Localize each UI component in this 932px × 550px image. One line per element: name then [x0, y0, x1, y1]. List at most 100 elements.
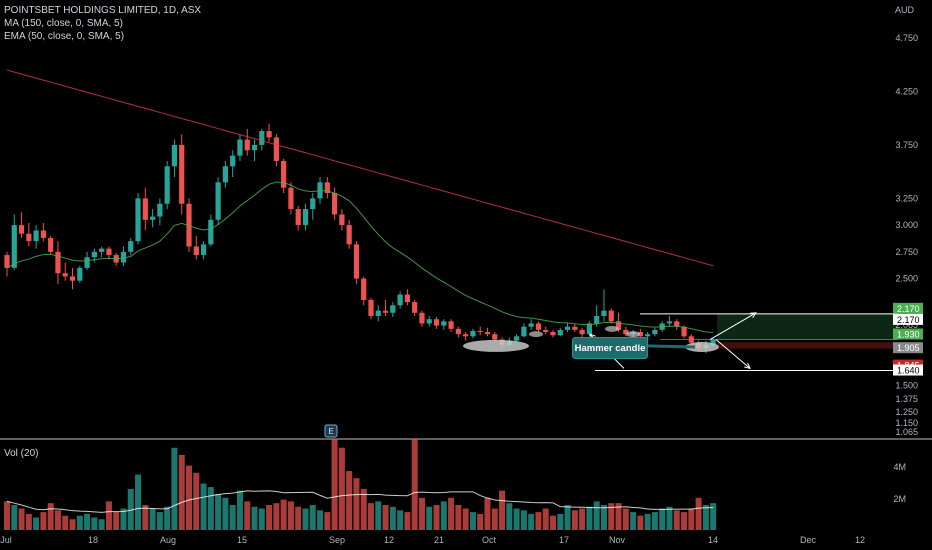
candle [543, 326, 549, 335]
arrow-down-head [744, 362, 751, 370]
candle [397, 291, 403, 309]
volume-bar [644, 513, 651, 530]
price-label: 1.905 [893, 342, 923, 354]
swing-low-marker [605, 325, 619, 332]
candle-body [623, 329, 629, 335]
y-tick-label: 3.750 [895, 140, 918, 150]
symbol-legend[interactable]: POINTSBET HOLDINGS LIMITED, 1D, ASX [4, 5, 202, 16]
candle [346, 219, 352, 249]
candle [368, 297, 374, 320]
volume-bar [513, 508, 520, 530]
candle [441, 319, 447, 330]
candle-body [346, 225, 352, 245]
candle [579, 327, 585, 338]
candle [295, 205, 301, 231]
candle-body [368, 299, 374, 316]
volume-bar [353, 478, 360, 530]
candle-body [375, 310, 381, 316]
axes: 4.750 4.250 3.750 3.250 3.000 2.750 2.500 2.065… [0, 33, 923, 545]
candle [302, 203, 309, 231]
candle [128, 237, 134, 256]
candle-body [652, 329, 658, 335]
candle [157, 198, 163, 226]
candle-body [419, 312, 425, 324]
candle-body [572, 326, 578, 330]
y-tick-label: 3.000 [895, 220, 918, 230]
volume-bar [135, 474, 142, 530]
volume-bar [535, 512, 542, 530]
volume-bar [506, 503, 513, 530]
candle-body [615, 321, 622, 330]
candle [222, 160, 228, 188]
candle-body [251, 144, 258, 151]
price-label-box [893, 364, 923, 376]
candle-body [208, 219, 214, 245]
volume-bar [586, 506, 593, 530]
x-tick-label: Oct [482, 535, 497, 545]
volume-bar [571, 510, 578, 530]
price-label-text: 2.170 [897, 304, 920, 314]
candle-body [237, 139, 243, 156]
volume-bar [105, 501, 112, 530]
volume-bar [244, 501, 251, 530]
volume-legend[interactable]: Vol (20) [4, 448, 39, 459]
hammer-candle-callout: Hammer candle [572, 337, 648, 359]
candle-body [69, 276, 76, 281]
candle-body [681, 326, 687, 337]
candle [4, 251, 10, 277]
volume-bar [426, 506, 433, 530]
candle-body [135, 198, 141, 242]
volume-bar [666, 506, 673, 530]
y-tick-label: 4.250 [895, 86, 918, 96]
arrow-up [709, 312, 757, 340]
candle-body [62, 273, 68, 277]
ema-legend[interactable]: EMA (50, close, 0, SMA, 5) [4, 31, 125, 42]
candle-body [608, 310, 614, 322]
x-tick-label: Jul [0, 535, 12, 545]
volume-bar [149, 508, 156, 530]
earnings-marker-glyph: E [328, 427, 333, 436]
price-label-text: 2.170 [897, 315, 920, 325]
candle-body [390, 305, 396, 313]
volume-bar [4, 501, 10, 530]
volume-bar [520, 510, 527, 530]
candle-body [259, 131, 265, 145]
candle-body [157, 203, 163, 217]
earnings-marker: E [324, 424, 338, 438]
volume-bar [54, 510, 61, 530]
candle-body [150, 216, 156, 220]
volume-bar [499, 490, 506, 530]
candle-body [477, 330, 483, 333]
volume-bar [266, 504, 273, 530]
candle-body [84, 257, 90, 268]
candle [339, 209, 345, 231]
candle [179, 134, 185, 215]
candle-body [55, 251, 61, 274]
candle [150, 209, 156, 228]
candle-body [215, 182, 221, 220]
volume-bar [630, 512, 637, 530]
target-zone [717, 313, 898, 340]
candle [40, 222, 46, 242]
ma-legend[interactable]: MA (150, close, 0, SMA, 5) [4, 18, 123, 29]
candle [230, 150, 236, 177]
volume-bar [295, 506, 302, 530]
candle [586, 321, 592, 337]
candle [608, 308, 614, 324]
candle-body [128, 241, 134, 252]
candle [382, 299, 389, 316]
candle-body [295, 209, 301, 226]
y-tick-label: 2.500 [895, 274, 918, 284]
volume-bar [433, 504, 440, 530]
y-tick-label: 3.250 [895, 193, 918, 203]
volume-bar [69, 519, 76, 530]
candle [251, 139, 258, 161]
candle-series [4, 123, 716, 354]
volume-bar [62, 515, 69, 530]
volume-bar [215, 494, 222, 530]
candle [237, 134, 243, 161]
candle-body [230, 155, 236, 167]
candle-body [426, 319, 432, 324]
candle [281, 158, 287, 194]
